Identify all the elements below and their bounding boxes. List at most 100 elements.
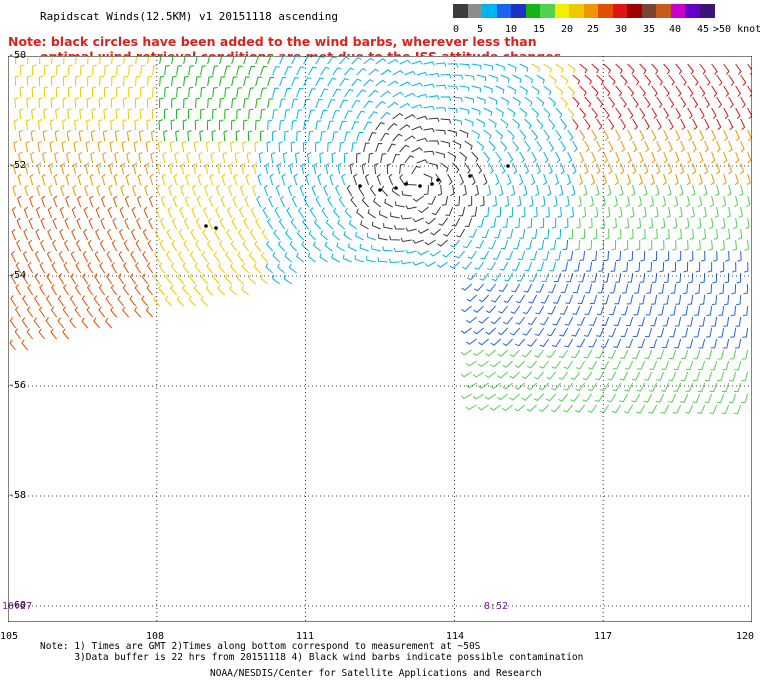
wind-barb	[224, 87, 230, 98]
wind-barb	[437, 184, 443, 196]
wind-barb	[556, 228, 562, 240]
wind-barb	[480, 250, 490, 260]
wind-barb	[315, 120, 322, 131]
wind-barb	[224, 108, 230, 120]
wind-barb	[183, 76, 189, 87]
wind-barb	[251, 184, 257, 197]
wind-barb	[607, 371, 617, 381]
wind-barb	[715, 162, 721, 175]
wind-barb	[680, 371, 689, 382]
wind-barb	[639, 63, 647, 75]
wind-barb	[128, 64, 134, 76]
wind-barb	[10, 273, 17, 285]
scale-swatch	[496, 4, 512, 18]
wind-barb	[438, 217, 449, 226]
wind-barb	[94, 273, 101, 285]
wind-barb	[134, 119, 139, 131]
wind-barb	[574, 239, 581, 251]
wind-barb	[632, 162, 637, 175]
wind-barb	[534, 184, 540, 197]
wind-barb	[191, 206, 197, 219]
wind-barb	[567, 250, 574, 261]
wind-barb	[77, 173, 82, 186]
wind-barb	[296, 229, 305, 241]
scale-swatch	[670, 4, 686, 18]
wind-barb	[34, 295, 41, 307]
wind-barb	[401, 190, 412, 197]
wind-barb	[592, 228, 598, 240]
wind-barb	[182, 119, 188, 131]
wind-barb	[447, 129, 457, 137]
wind-barb	[384, 198, 393, 208]
wind-barb	[117, 273, 125, 285]
wind-barb	[90, 151, 95, 164]
wind-barb	[595, 184, 600, 197]
wind-barb	[548, 96, 556, 107]
wind-barb	[135, 56, 138, 65]
wind-barb	[158, 262, 166, 274]
wind-barb	[417, 228, 429, 234]
wind-barb	[546, 371, 557, 380]
wind-barb	[717, 327, 725, 338]
wind-barb	[459, 63, 470, 69]
wind-barb	[696, 239, 701, 251]
wind-barb	[526, 382, 537, 391]
wind-barb	[239, 184, 245, 197]
wind-barb	[692, 393, 701, 403]
wind-barb	[375, 100, 386, 109]
wind-barb	[222, 151, 227, 164]
wind-barb	[392, 91, 404, 98]
wind-barb	[112, 217, 118, 230]
wind-barb	[356, 131, 364, 142]
wind-barb	[672, 239, 677, 251]
wind-barb	[209, 173, 214, 186]
wind-barb	[207, 217, 214, 230]
wind-barb	[460, 349, 472, 356]
wind-barb	[611, 239, 617, 251]
wind-barb	[219, 56, 223, 65]
wind-barb	[424, 239, 436, 246]
wind-barb	[483, 63, 493, 71]
wind-barb	[522, 184, 528, 197]
wind-barb	[519, 173, 524, 186]
wind-barb	[550, 239, 557, 250]
wind-barb	[38, 306, 46, 318]
wind-barb	[65, 195, 70, 208]
wind-barb	[708, 239, 713, 251]
wind-barb	[602, 173, 607, 186]
wind-barb	[344, 110, 353, 120]
wind-barb	[489, 404, 501, 411]
wind-barb	[67, 86, 73, 98]
wind-barb	[668, 140, 673, 153]
wind-barb	[57, 317, 65, 329]
wind-barb	[662, 338, 670, 349]
wind-barb	[563, 360, 574, 370]
longitude-label: 108	[146, 631, 165, 642]
wind-barb	[123, 262, 130, 274]
wind-barb	[128, 86, 133, 98]
wind-barb	[16, 217, 22, 230]
wind-barb	[596, 327, 605, 337]
wind-barb	[343, 231, 352, 241]
wind-barb	[46, 250, 53, 263]
wind-barb	[78, 151, 83, 164]
wind-barb	[319, 253, 328, 263]
wind-barb	[651, 63, 659, 75]
wind-barb	[555, 85, 564, 96]
wind-barb	[48, 184, 53, 197]
wind-barb	[75, 75, 80, 86]
longitude-label: 114	[446, 631, 465, 642]
wind-barb	[620, 162, 625, 175]
wind-barb	[315, 195, 322, 208]
wind-barb	[596, 74, 604, 85]
wind-barb	[495, 107, 504, 117]
wind-barb	[643, 393, 653, 403]
wind-barb	[450, 184, 455, 197]
wind-barb	[207, 76, 214, 87]
wind-barb	[552, 316, 562, 326]
wind-barb	[392, 69, 404, 76]
wind-barb	[105, 295, 113, 307]
wind-barb	[692, 118, 698, 131]
wind-barb	[507, 85, 517, 95]
wind-barb	[675, 151, 680, 164]
